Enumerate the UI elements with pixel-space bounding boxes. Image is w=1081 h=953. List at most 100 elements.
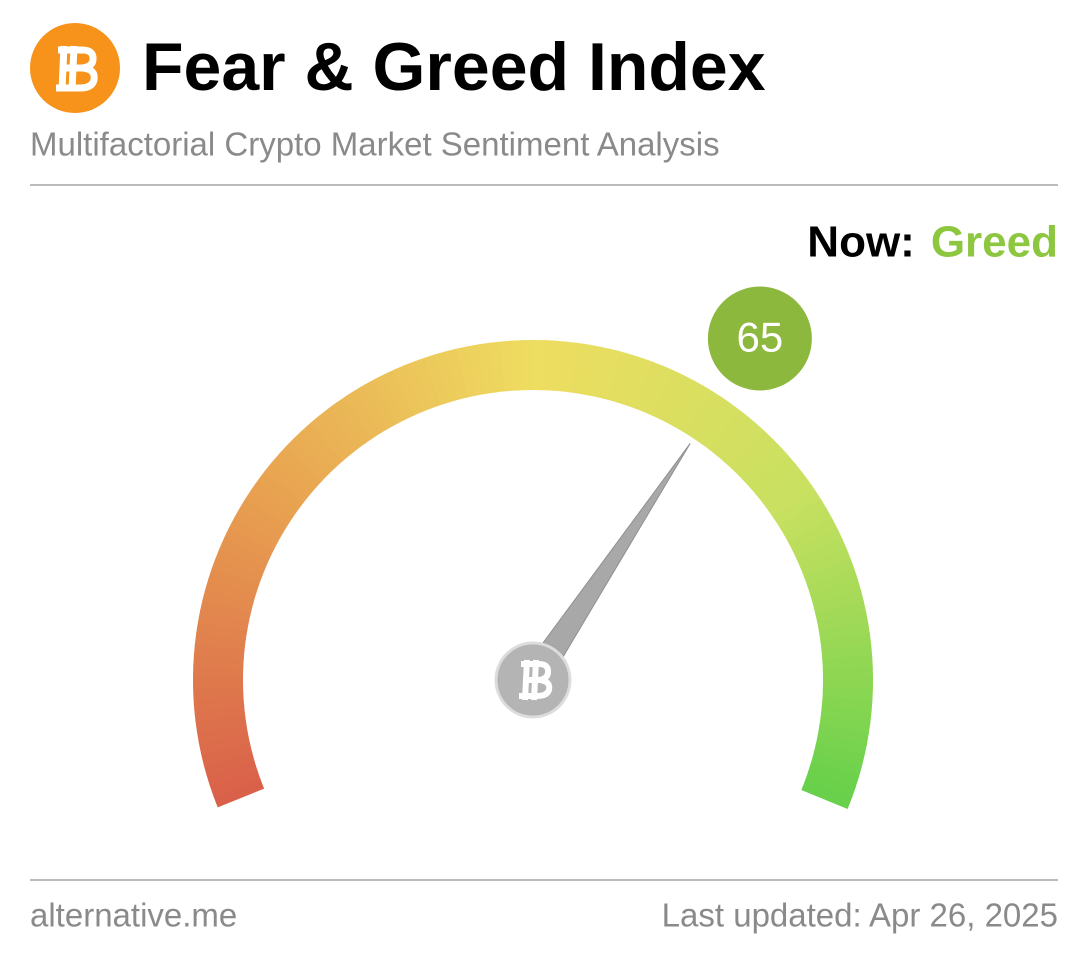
gauge-band: [200, 742, 253, 766]
gauge-band: [773, 489, 822, 528]
gauge-band: [807, 568, 859, 596]
gauge-band: [693, 396, 732, 445]
gauge-band: [301, 422, 344, 468]
gauge-band: [822, 677, 873, 691]
gauge-band: [813, 743, 865, 768]
gauge-band: [193, 695, 245, 711]
gauge-band: [403, 360, 433, 412]
gauge-band: [466, 344, 488, 396]
gauge-band: [792, 528, 843, 561]
gauge-band: [271, 453, 317, 496]
gauge-band: [211, 556, 263, 586]
gauge-band: [193, 675, 244, 689]
gauge-band: [197, 609, 250, 631]
gauge-band: [743, 446, 789, 490]
gauge-band: [373, 373, 407, 424]
gauge-band: [778, 499, 828, 536]
gauge-band: [598, 348, 623, 401]
value-label: 65: [737, 314, 784, 361]
gauge-band: [723, 423, 766, 469]
gauge-band: [199, 599, 252, 622]
gauge-band: [750, 454, 797, 497]
gauge-band: [215, 546, 267, 577]
gauge-band: [801, 779, 853, 810]
gauge-band: [309, 415, 351, 462]
gauge-band: [580, 344, 601, 396]
gauge-band: [616, 354, 644, 406]
gauge-band: [660, 374, 695, 425]
gauge-band: [206, 760, 258, 787]
gauge-band: [203, 751, 255, 776]
status: Greed: [931, 218, 1058, 267]
gauge-band: [510, 340, 526, 391]
gauge-band: [209, 769, 261, 798]
gauge-band: [819, 715, 871, 735]
gauge-band: [810, 579, 862, 605]
status-label: Now:: [807, 218, 915, 267]
gauge-band: [768, 480, 816, 520]
gauge-band: [589, 346, 612, 398]
gauge-band: [803, 558, 855, 587]
value-badge: [707, 286, 812, 391]
gauge-band: [783, 508, 833, 544]
gauge-band: [196, 620, 248, 641]
gauge-band: [822, 655, 873, 671]
gauge-band: [762, 471, 810, 512]
gauge-band: [521, 340, 535, 391]
gauge-band: [804, 770, 856, 799]
gauge-band: [499, 340, 516, 392]
gauge-band: [533, 340, 546, 391]
gauge-band: [756, 463, 803, 504]
gauge-band: [796, 538, 848, 570]
gauge-band: [822, 666, 873, 680]
gauge-band: [363, 378, 399, 429]
gauge-band: [245, 488, 294, 526]
gauge-band: [213, 778, 265, 808]
updated: Last updated: Apr 26, 2025: [662, 897, 1058, 934]
logo-glyph: [56, 45, 98, 92]
gauge-band: [800, 548, 852, 578]
gauge-band: [652, 370, 685, 421]
gauge-band: [413, 357, 442, 409]
gauge-band: [810, 752, 863, 778]
gauge-band: [812, 590, 865, 614]
gauge-band: [815, 734, 867, 757]
gauge-band: [257, 470, 305, 511]
gauge-band: [708, 409, 750, 457]
gauge-band: [285, 437, 330, 481]
gauge-band: [251, 479, 299, 518]
gauge-band: [669, 379, 704, 430]
gauge-band: [570, 342, 590, 395]
gauge-band: [445, 348, 469, 400]
gauge-band: [264, 461, 311, 503]
gauge-band: [219, 536, 271, 568]
gauge-band: [224, 526, 275, 559]
gauge-band: [730, 431, 774, 476]
gauge-band: [344, 389, 382, 439]
gauge-band: [198, 732, 251, 755]
gauge-band: [817, 725, 869, 746]
gauge-band: [456, 346, 479, 398]
gauge-band: [239, 497, 289, 534]
gauge-band: [737, 438, 782, 483]
gauge-band: [193, 685, 244, 700]
gauge-band: [293, 429, 337, 475]
gauge-band: [434, 351, 460, 403]
gauge-band: [318, 408, 359, 456]
gauge-band: [818, 622, 871, 642]
gauge-band: [716, 416, 758, 463]
gauge-band: [643, 365, 675, 417]
gauge-band: [815, 600, 867, 624]
gauge-band: [202, 588, 254, 613]
gauge-band: [383, 369, 416, 420]
gauge-band: [685, 390, 723, 440]
gauge-band: [278, 445, 324, 488]
gauge-band: [193, 664, 244, 678]
gauge-band: [561, 341, 579, 393]
gauge-band: [807, 761, 860, 789]
gauge-band: [607, 351, 633, 403]
gauge-band: [196, 723, 249, 744]
gauge-band: [233, 507, 284, 543]
